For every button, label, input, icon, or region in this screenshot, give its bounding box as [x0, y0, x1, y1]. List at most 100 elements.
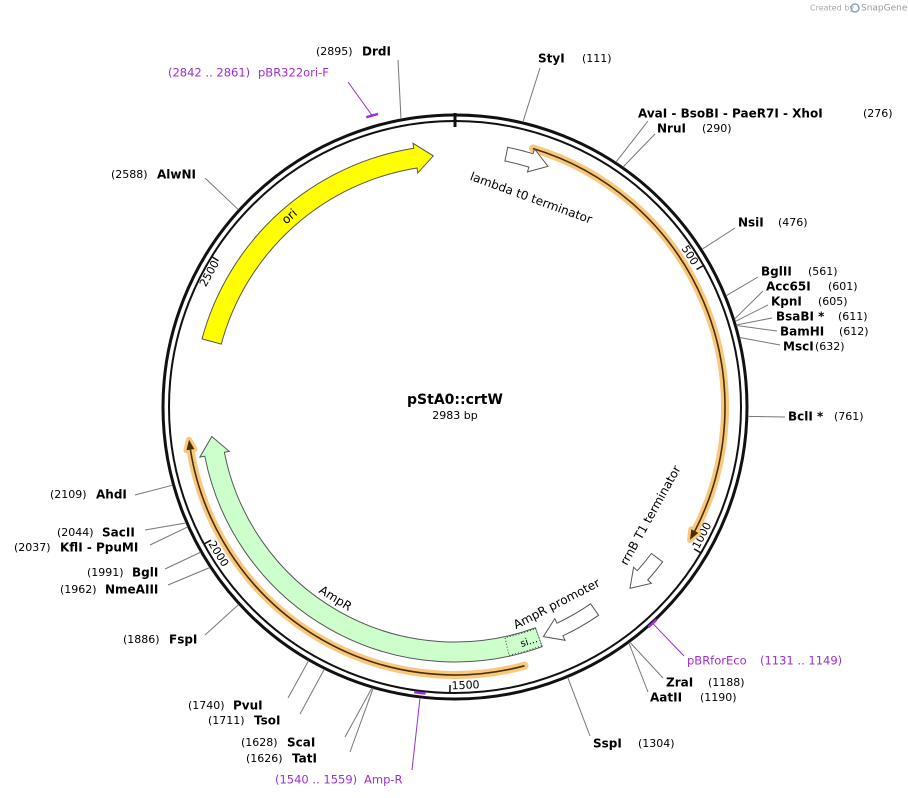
primer-connector [652, 622, 685, 657]
primer-range: (1540 .. 1559) [275, 773, 357, 787]
site-name: AlwNI [157, 168, 196, 182]
feature-arrow [201, 142, 435, 345]
site-connector [204, 177, 239, 211]
site-position: (561) [808, 265, 838, 278]
site-name: FspI [169, 633, 197, 647]
tick-mark [203, 539, 212, 545]
site-connector [734, 304, 769, 322]
feature-label: si... [519, 634, 539, 650]
site-name: KpnI [771, 295, 802, 309]
site-connector [344, 687, 373, 738]
site-connector [701, 227, 736, 250]
map [161, 113, 749, 701]
site-name: BsaBI * [776, 310, 825, 324]
site-connector [734, 290, 764, 320]
site-position: (276) [863, 107, 893, 120]
site-name: SacII [102, 526, 135, 540]
feature-segment [504, 628, 543, 656]
site-connector [397, 59, 402, 120]
site-position: (611) [838, 310, 868, 323]
site-name: BamHI [780, 325, 824, 339]
site-connector [204, 604, 239, 636]
site-name: BglI [132, 566, 158, 580]
feature-line [189, 449, 525, 676]
site-connector [725, 276, 759, 297]
feature-arrow [629, 552, 664, 589]
site-connector [628, 642, 649, 693]
site-connector [299, 668, 325, 715]
primer-mark [647, 618, 658, 628]
site-connector [622, 133, 656, 168]
site-position: (2037) [14, 541, 51, 554]
site-connector [134, 484, 173, 496]
site-name: AvaI - BsoBI - PaeR7I - XhoI [638, 107, 823, 121]
primer-connector [411, 698, 421, 771]
site-name: PvuI [233, 699, 263, 713]
feature-arrow [504, 146, 549, 173]
site-connector [629, 641, 664, 679]
site-name: AhdI [96, 488, 127, 502]
site-name: ZraI [666, 676, 693, 690]
site-position: (1188) [708, 676, 745, 689]
site-position: (476) [778, 216, 808, 229]
site-connector [164, 551, 201, 570]
site-name: BclI * [788, 410, 824, 424]
site-position: (2044) [57, 526, 94, 539]
primer-mark [414, 690, 426, 695]
site-position: (761) [834, 410, 864, 423]
feature-head [690, 529, 699, 540]
primer-range: (1131 .. 1149) [760, 654, 842, 668]
site-position: (2895) [316, 45, 353, 58]
site-name: TatI [292, 752, 317, 766]
site-position: (1711) [208, 714, 245, 727]
site-position: (1190) [700, 691, 737, 704]
site-name: StyI [538, 52, 565, 66]
site-position: (1304) [638, 737, 675, 750]
site-connector [615, 120, 649, 163]
length: 2983 [432, 409, 460, 422]
site-connector [149, 526, 188, 546]
unit: bp [464, 409, 478, 422]
primer-name: pBR322ori-F [258, 66, 329, 80]
site-position: (632) [815, 340, 845, 353]
tick-mark [693, 548, 702, 554]
feature-arrow [198, 435, 543, 663]
primer-range: (2842 .. 2861) [168, 66, 250, 80]
tick-mark [696, 264, 704, 271]
site-name: SspI [593, 737, 622, 751]
site-connector [747, 415, 786, 418]
site-position: (2588) [111, 168, 148, 181]
primer-connector [347, 81, 373, 116]
site-name: AatII [650, 691, 682, 705]
site-name: ScaI [287, 736, 315, 750]
site-name: NruI [657, 122, 686, 136]
site-connector [736, 317, 773, 326]
site-connector [167, 567, 211, 586]
site-connector [739, 336, 781, 346]
feature-head [186, 439, 195, 451]
site-position: (605) [818, 295, 848, 308]
watermark-text: Created by [810, 4, 854, 13]
site-position: (2109) [50, 488, 87, 501]
site-name: NsiI [738, 216, 764, 230]
site-name: NmeAIII [105, 583, 158, 597]
tick-mark [211, 256, 219, 262]
site-position: (1626) [246, 752, 283, 765]
feature-line [532, 147, 726, 532]
tick-label: 1500 [451, 678, 479, 692]
site-position: (1962) [60, 583, 97, 596]
watermark-logo [850, 3, 860, 13]
site-name: TsoI [254, 714, 280, 728]
site-connector [522, 67, 541, 123]
site-name: BglII [761, 265, 792, 279]
site-position: (1886) [123, 633, 160, 646]
site-connector [144, 522, 187, 531]
feature-arrow [542, 603, 600, 641]
site-connector [287, 660, 309, 699]
site-position: (1740) [188, 699, 225, 712]
plasmid-name: pStA0::crtW [407, 392, 503, 408]
site-name: DrdI [362, 45, 391, 59]
site-position: (612) [839, 325, 869, 338]
site-connector [736, 325, 778, 332]
